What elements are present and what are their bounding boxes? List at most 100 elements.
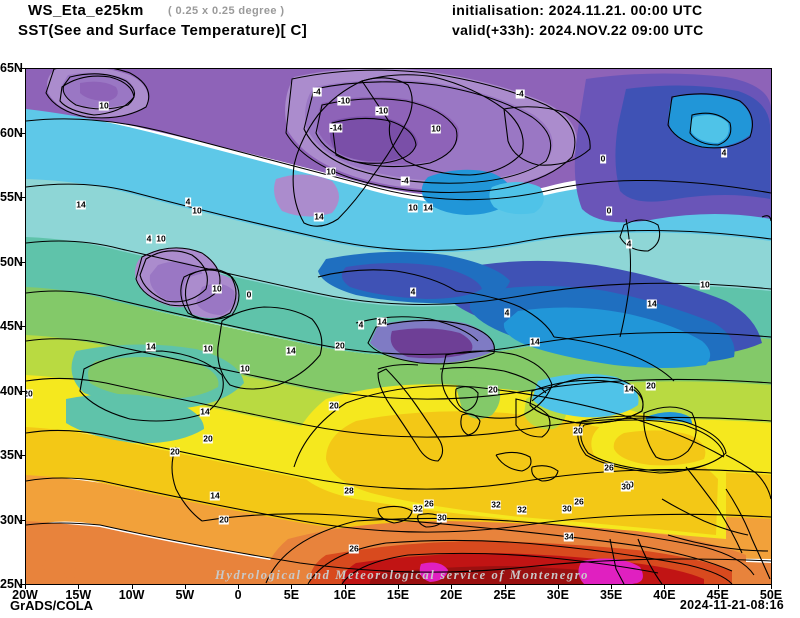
contour-value-label: 32 [516,504,528,515]
x-tick-mark [398,584,399,589]
sst-contour-map [26,69,771,584]
y-tick-mark [20,132,25,134]
contour-value-label: 34 [563,531,575,542]
contour-value-label: 20 [26,389,34,399]
y-tick-label: 30N [0,512,23,527]
contour-value-label: 26 [423,498,435,509]
contour-value-label: 20 [334,340,346,351]
y-tick-label: 60N [0,125,23,140]
contour-value-label: 10 [211,283,223,294]
y-tick-mark [20,584,25,585]
y-tick-mark [20,455,25,456]
y-tick-mark [20,519,25,521]
x-tick-mark [344,584,346,589]
temperature-fill-layer [26,69,771,584]
contour-value-label: 10 [155,233,167,244]
contour-value-label: 20 [487,384,499,395]
x-tick-label: 40E [653,588,676,602]
x-tick-label: 30E [546,588,569,602]
y-tick-mark [20,326,25,327]
contour-value-label: -4 [312,86,322,97]
contour-value-label: 14 [529,336,541,347]
x-tick-mark [664,584,666,589]
x-tick-label: 25E [493,588,516,602]
x-tick-label: 15E [386,588,410,602]
contour-value-label: 26 [603,462,615,473]
x-tick-label: 45E [706,588,729,602]
contour-value-label: 10 [191,205,203,216]
y-tick-mark [20,261,25,263]
x-tick-label: 15W [65,588,92,602]
model-name-label: WS_Eta_e25km [28,2,144,19]
contour-value-label: 10 [98,100,110,111]
y-tick-label: 35N [0,448,23,462]
contour-value-label: 20 [645,380,657,391]
y-tick-mark [20,390,25,392]
contour-value-label: -10 [375,105,389,116]
contour-value-label: 4 [185,196,191,207]
x-tick-mark [184,584,186,589]
contour-value-label: 0 [600,153,606,164]
contour-value-label: 32 [412,503,424,514]
x-tick-mark [238,584,240,589]
x-tick-mark [25,584,26,589]
contour-value-label: 30 [561,503,573,514]
contour-value-label: -4 [400,175,410,186]
x-tick-label: 10E [333,588,356,602]
contour-value-label: 20 [202,433,214,444]
x-tick-mark [451,584,453,589]
x-tick-label: 5W [175,588,195,602]
contour-value-label: 14 [285,345,297,356]
y-tick-label: 40N [0,383,23,398]
x-tick-mark [78,584,80,589]
map-plot-area[interactable]: 10 -10 -10 -4 -4 -14 10 10 -4 14 4 10 10 14 14 0 0 4 4 4 10 1… [25,68,772,585]
y-tick-label: 65N [0,61,23,75]
x-tick-label: 50E [759,588,783,602]
contour-value-label: 20 [218,514,230,525]
y-tick-label: 25N [0,577,23,591]
contour-value-label: 4 [626,238,632,249]
x-tick-mark [504,584,506,589]
contour-value-label: 14 [75,199,87,210]
contour-value-label: 20 [328,400,340,411]
x-tick-label: 20E [440,588,463,602]
render-timestamp: 2024-11-21-08:16 [679,598,784,612]
contour-value-label: -10 [337,95,351,106]
contour-value-label: 0 [246,289,252,300]
contour-value-label: 10 [407,202,419,213]
contour-value-label: 10 [202,343,214,354]
contour-line-layer [26,69,771,584]
valid-time-label: valid(+33h): 2024.NOV.22 09:00 UTC [452,22,704,38]
x-tick-label: 0 [234,588,242,602]
x-tick-mark [131,584,133,589]
contour-value-label: 4 [504,307,510,318]
grid-resolution-label: ( 0.25 x 0.25 degree ) [168,5,285,17]
contour-value-label: 4 [410,286,416,297]
contour-value-label: 4 [146,233,152,244]
y-tick-label: 50N [0,254,23,269]
y-tick-mark [20,68,25,69]
contour-value-label: 30 [620,481,632,492]
x-tick-label: 35E [600,588,623,602]
contour-value-label: 30 [436,512,448,523]
contour-value-label: 20 [572,425,584,436]
x-tick-label: 10W [118,588,145,602]
contour-value-label: -4 [515,88,525,99]
y-tick-label: 45N [0,319,23,333]
x-tick-mark [291,584,293,589]
contour-value-label: 14 [199,406,211,417]
contour-value-label: 10 [699,279,711,290]
contour-value-label: 14 [313,211,325,222]
contour-value-label: 26 [573,496,585,507]
x-tick-label: 20W [12,588,38,602]
contour-value-label: 0 [606,205,612,216]
contour-value-label: 28 [343,485,355,496]
y-tick-mark [20,197,25,198]
x-tick-label: 5E [283,588,300,602]
grads-credit-label: GrADS/COLA [10,598,94,613]
contour-value-label: 20 [169,446,181,457]
contour-value-label: -14 [329,122,343,133]
y-tick-label: 55N [0,190,23,204]
contour-value-label: 26 [348,543,360,554]
